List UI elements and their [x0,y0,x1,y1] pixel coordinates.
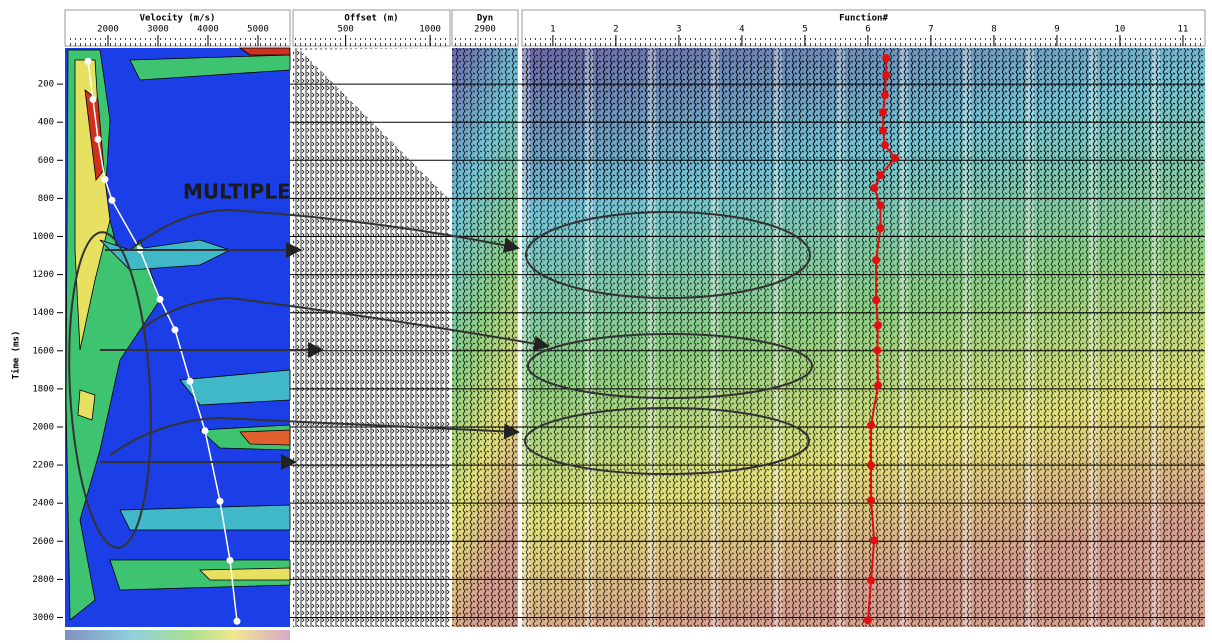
x-tick-label: 3000 [147,25,169,35]
x-tick-label: 1 [550,25,555,35]
velocity-pick [109,197,116,204]
panel-title: Velocity (m/s) [140,13,216,24]
annotation: MULTIPLE [183,180,291,204]
velocity-pick [157,296,164,303]
x-tick-label: 6 [865,25,870,35]
y-tick-label: 2600 [32,537,54,547]
function-pick [867,576,875,584]
x-tick-label: 7 [928,25,933,35]
y-tick-label: 2800 [32,575,54,585]
y-tick-label: 2000 [32,422,54,432]
minor-ticks [66,38,289,46]
function-pick [864,616,872,624]
x-tick-label: 500 [338,25,354,35]
x-tick-label: 3 [676,25,681,35]
y-tick-label: 2400 [32,499,54,509]
function-pick [877,201,885,209]
velocity-pick [234,618,241,625]
x-tick-label: 2000 [97,25,119,35]
x-tick-label: 5 [802,25,807,35]
function-pick [870,536,878,544]
minor-ticks [294,38,449,46]
y-tick-label: 200 [38,80,54,90]
y-tick-label: 1000 [32,232,54,242]
y-tick-label: 3000 [32,613,54,623]
function-pick [873,346,881,354]
velocity-pick [95,136,102,143]
y-tick-label: 400 [38,118,54,128]
y-tick-label: 800 [38,194,54,204]
velocity-pick [172,326,179,333]
y-tick-label: 1200 [32,270,54,280]
velocity-pick [227,557,234,564]
color-bar [65,630,290,640]
function-pick [874,381,882,389]
minor-ticks [453,38,517,46]
velocity-pick [85,58,92,65]
y-tick-label: 600 [38,156,54,166]
panel-title: Function# [839,13,888,24]
velocity-pick [90,96,97,103]
function-pick [877,171,885,179]
function-pick [867,461,875,469]
x-tick-label: 1000 [419,25,441,35]
x-tick-label: 10 [1115,25,1126,35]
function-pick [877,224,885,232]
x-tick-label: 4 [739,25,744,35]
minor-ticks [523,38,1204,46]
function-pick [879,126,887,134]
velocity-pick [187,378,194,385]
x-tick-label: 11 [1178,25,1189,35]
function-pick [874,321,882,329]
y-axis-label: Time (ms) [11,331,22,380]
x-tick-label: 9 [1054,25,1059,35]
velocity-pick [102,176,109,183]
function-pick [891,154,899,162]
x-tick-label: 5000 [247,25,269,35]
y-tick-label: 2200 [32,461,54,471]
function-pick [881,141,889,149]
velocity-pick [217,498,224,505]
function-pick [872,296,880,304]
function-pick [870,184,878,192]
x-tick-label: 8 [991,25,996,35]
function-pick [867,421,875,429]
x-tick-label: 2 [613,25,618,35]
velocity-pick [202,427,209,434]
function-pick [881,91,889,99]
headers [65,10,1205,46]
y-tick-label: 1400 [32,308,54,318]
panel-title: Dyn [477,14,493,24]
y-tick-label: 1600 [32,346,54,356]
function-traces-dense [522,60,1205,190]
dyn-traces [452,48,518,627]
function-pick [882,71,890,79]
function-pick [882,54,890,62]
panel-title: Offset (m) [344,14,398,24]
velocity-analysis-screen: MULTIPLE Time (ms) 200 400 600 800 1000 1200 1… [0,0,1212,643]
function-pick [879,108,887,116]
function-pick [872,256,880,264]
x-tick-label: 4000 [197,25,219,35]
panel-subtitle: 2900 [474,25,496,35]
y-tick-label: 1800 [32,384,54,394]
function-pick [867,496,875,504]
